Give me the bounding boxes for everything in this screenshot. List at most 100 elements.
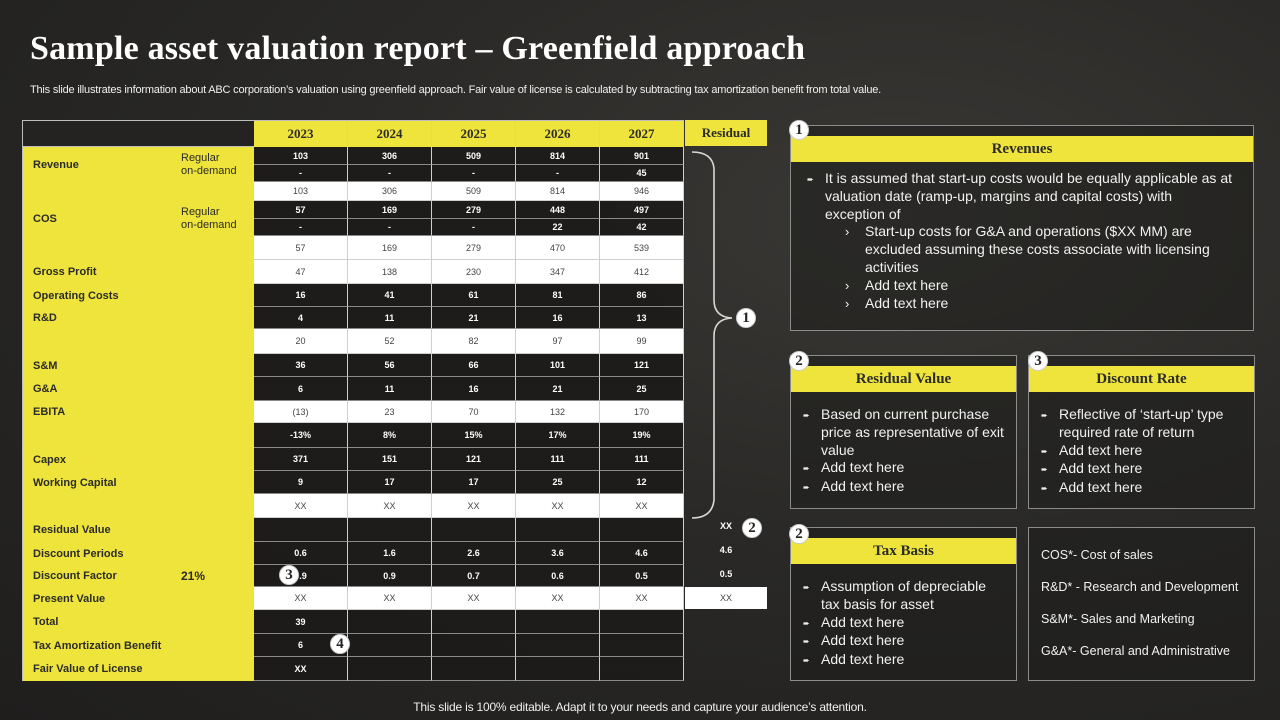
table-cell: [516, 657, 600, 681]
table-cell: 121: [600, 354, 684, 377]
bullet-arrow-icon: ➨: [803, 411, 810, 420]
row-label: Working Capital: [23, 471, 254, 494]
table-cell: [516, 518, 600, 542]
table-cell: 41: [348, 284, 432, 307]
table-cell: 97: [516, 329, 600, 354]
row-label: [23, 423, 254, 448]
col-header-2024: 2024: [348, 121, 432, 147]
table-header-corner: [23, 121, 254, 147]
bullet-arrow-icon: ➨: [803, 464, 810, 474]
row-label-text: Gross Profit: [33, 266, 97, 278]
row-label-text: Operating Costs: [33, 289, 119, 302]
marker-2-badge: 2: [742, 518, 762, 538]
row-label: Present Value: [23, 587, 254, 610]
table-cell: 814: [516, 182, 600, 201]
table-cell: 36: [254, 354, 348, 377]
slide-footer: This slide is 100% editable. Adapt it to…: [413, 700, 867, 714]
residual-present-value-cell: XX: [685, 587, 767, 609]
row-label-text: S&M: [33, 359, 58, 372]
row-label: COS Regular on-demand: [23, 201, 254, 236]
table-cell: XX: [254, 494, 348, 518]
discount-bullet: ➨ Reflective of ‘start-up’ type required …: [1041, 406, 1224, 440]
table-cell: 0.5: [600, 565, 684, 587]
row-label: Fair Value of License: [23, 657, 254, 681]
table-row: XX XX XX XX XX: [23, 494, 684, 518]
glossary-item: G&A*- General and Administrative: [1041, 644, 1230, 658]
residual-bullet: ➨ Add text here: [803, 478, 1008, 497]
row-label-text: Total: [33, 616, 59, 628]
table-cell: 16: [254, 284, 348, 307]
table-cell: 0.6: [516, 565, 600, 587]
table-cell: 56: [348, 354, 432, 377]
slide-title: Sample asset valuation report – Greenfie…: [30, 30, 806, 67]
marker-3-badge: 3: [279, 565, 299, 585]
table-cell: 814: [516, 147, 600, 165]
table-cell: 111: [600, 448, 684, 471]
table-cell: 82: [432, 329, 516, 354]
table-cell: [600, 518, 684, 542]
row-label-text: Residual Value: [33, 524, 111, 536]
residual-value-panel-title: Residual Value: [791, 366, 1016, 392]
table-cell: XX: [432, 587, 516, 610]
table-row: G&A 6 11 16 21 25: [23, 377, 684, 401]
table-cell: 170: [600, 401, 684, 423]
table-cell: XX: [600, 494, 684, 518]
table-cell: 509: [432, 147, 516, 165]
residual-bullet: ➨ Based on current purchase price as repr…: [803, 406, 1004, 458]
row-label: Discount Periods: [23, 542, 254, 565]
table-cell: 470: [516, 236, 600, 260]
row-label: Total: [23, 610, 254, 634]
bullet-arrow-icon: ➨: [803, 618, 810, 628]
tax-bullet: ➨ Assumption of depreciable tax basis for…: [803, 578, 986, 612]
table-row: Operating Costs 16 41 61 81 86: [23, 284, 684, 307]
table-header-row: 2023 2024 2025 2026 2027: [254, 121, 684, 147]
table-row: Gross Profit 47 138 230 347 412: [23, 260, 684, 284]
table-cell: 4: [254, 307, 348, 329]
table-cell: 103: [254, 182, 348, 201]
discount-rate-panel-title: Discount Rate: [1029, 366, 1254, 392]
table-cell: 151: [348, 448, 432, 471]
table-cell: 52: [348, 329, 432, 354]
revenues-panel-title: Revenues: [791, 136, 1253, 162]
revenues-number-badge: 1: [789, 120, 809, 140]
residual-discount-periods-cell: 4.6: [719, 545, 733, 555]
table-cell: 99: [600, 329, 684, 354]
table-cell: [600, 634, 684, 657]
table-cell: 21: [516, 377, 600, 401]
table-cell: 0.9: [254, 565, 348, 587]
table-cell: XX: [516, 587, 600, 610]
table-cell: 25: [516, 471, 600, 494]
table-cell: 17: [348, 471, 432, 494]
table-cell: 448: [516, 201, 600, 219]
residual-value-number-badge: 2: [789, 351, 809, 371]
table-cell: 6: [254, 377, 348, 401]
table-cell: XX: [600, 587, 684, 610]
row-label: Operating Costs: [23, 284, 254, 307]
table-cell: XX: [432, 494, 516, 518]
table-row: COS Regular on-demand 57 169 279 448 497: [23, 201, 684, 231]
table-cell: 103: [254, 147, 348, 165]
table-cell: -: [348, 219, 432, 236]
table-row: - - -22 42: [23, 219, 684, 236]
table-cell: 12: [600, 471, 684, 494]
table-cell: -13%: [254, 423, 348, 448]
row-label-text: Tax Amortization Benefit: [33, 639, 162, 652]
table-row: 103 306 509 814 946: [23, 182, 684, 201]
col-header-2025: 2025: [432, 121, 516, 147]
table-row: Residual Value: [23, 518, 684, 542]
table-row: Revenue Regular on-demand 103 306 509 814 901: [23, 147, 684, 177]
col-header-2023: 2023: [254, 121, 348, 147]
table-row: Tax Amortization Benefit 6: [23, 634, 684, 657]
table-cell: 22: [516, 219, 600, 236]
table-cell: -: [516, 165, 600, 182]
table-cell: [348, 610, 432, 634]
table-cell: 21: [432, 307, 516, 329]
row-label-text: COS: [33, 212, 57, 225]
table-cell: 17%: [516, 423, 600, 448]
col-header-2027: 2027: [600, 121, 684, 147]
table-cell: 169: [348, 201, 432, 219]
table-row: Working Capital 9 17 17 25 12: [23, 471, 684, 494]
table-cell: 66: [432, 354, 516, 377]
row-label: G&A: [23, 377, 254, 401]
row-label: Tax Amortization Benefit: [23, 634, 254, 657]
